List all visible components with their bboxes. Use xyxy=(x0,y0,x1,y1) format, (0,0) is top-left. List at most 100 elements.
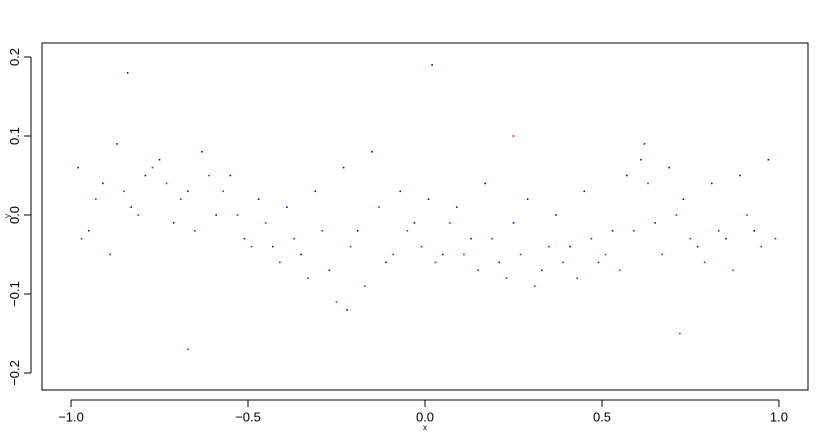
point xyxy=(271,245,274,248)
point xyxy=(463,253,465,256)
point xyxy=(378,206,380,208)
point xyxy=(208,174,210,177)
point xyxy=(87,230,90,232)
point xyxy=(264,222,267,224)
x-tick-label: −0.5 xyxy=(235,410,261,425)
point xyxy=(80,237,83,240)
point xyxy=(335,301,338,303)
point xyxy=(555,214,557,216)
point xyxy=(654,222,656,224)
point xyxy=(498,261,501,264)
point xyxy=(647,182,649,185)
point xyxy=(257,198,260,200)
point xyxy=(760,245,763,248)
y-tick-label: −0.1 xyxy=(7,281,22,307)
point xyxy=(293,237,295,240)
point xyxy=(126,71,129,74)
point xyxy=(767,158,770,161)
point xyxy=(201,150,203,153)
x-axis-label: x xyxy=(423,423,427,432)
point xyxy=(739,174,741,177)
point xyxy=(102,182,104,185)
y-tick-label: 0.2 xyxy=(7,48,22,66)
point xyxy=(633,230,635,232)
point xyxy=(753,230,755,232)
point xyxy=(434,261,437,264)
point xyxy=(109,253,111,256)
point xyxy=(172,222,175,224)
point xyxy=(144,174,147,177)
point xyxy=(123,190,125,193)
point xyxy=(682,198,685,200)
point xyxy=(300,253,302,256)
point xyxy=(512,135,515,137)
point xyxy=(222,190,225,193)
x-tick-label: 1.0 xyxy=(770,410,788,425)
point xyxy=(349,245,352,248)
point xyxy=(696,245,699,248)
point xyxy=(448,222,451,224)
point xyxy=(526,198,529,200)
point xyxy=(229,174,232,177)
point xyxy=(420,245,423,248)
point xyxy=(346,309,348,311)
point xyxy=(725,237,727,240)
point xyxy=(661,253,663,256)
point xyxy=(371,150,373,153)
point xyxy=(611,230,614,232)
point xyxy=(385,261,387,264)
point xyxy=(356,230,359,232)
point xyxy=(640,158,642,161)
point xyxy=(151,166,154,169)
point xyxy=(512,222,515,224)
point xyxy=(562,261,564,264)
point xyxy=(689,237,692,240)
point xyxy=(491,237,494,240)
point xyxy=(158,158,161,161)
point xyxy=(668,166,671,169)
point xyxy=(583,190,586,193)
point xyxy=(625,174,628,177)
point xyxy=(618,269,621,272)
point xyxy=(679,332,681,335)
point xyxy=(413,222,416,224)
point xyxy=(406,230,409,232)
point xyxy=(456,206,458,208)
point xyxy=(431,64,433,66)
point xyxy=(165,182,168,185)
y-tick-label: 0.0 xyxy=(7,206,22,224)
y-tick-label: 0.1 xyxy=(7,127,22,145)
point xyxy=(279,261,281,264)
point xyxy=(576,277,579,280)
point xyxy=(717,230,720,232)
y-axis-label: y xyxy=(3,214,12,218)
point xyxy=(187,348,189,351)
point xyxy=(342,166,345,169)
point xyxy=(703,261,706,264)
x-tick-label: 0.0 xyxy=(416,410,434,425)
point xyxy=(95,198,97,200)
point xyxy=(519,253,522,256)
point xyxy=(643,143,646,145)
point xyxy=(137,214,140,216)
point xyxy=(130,206,133,208)
point xyxy=(399,190,402,193)
point xyxy=(441,253,444,256)
point xyxy=(505,277,508,280)
plot-frame xyxy=(41,42,809,391)
point xyxy=(533,285,536,287)
point xyxy=(243,237,246,240)
x-tick-label: 0.5 xyxy=(593,410,611,425)
point xyxy=(746,214,748,216)
point xyxy=(194,230,196,232)
point xyxy=(477,269,479,272)
point xyxy=(541,269,543,272)
point xyxy=(484,182,486,185)
point xyxy=(569,245,571,248)
point xyxy=(590,237,593,240)
point xyxy=(470,237,472,240)
point xyxy=(215,214,217,216)
point xyxy=(548,245,550,248)
point xyxy=(774,237,777,240)
